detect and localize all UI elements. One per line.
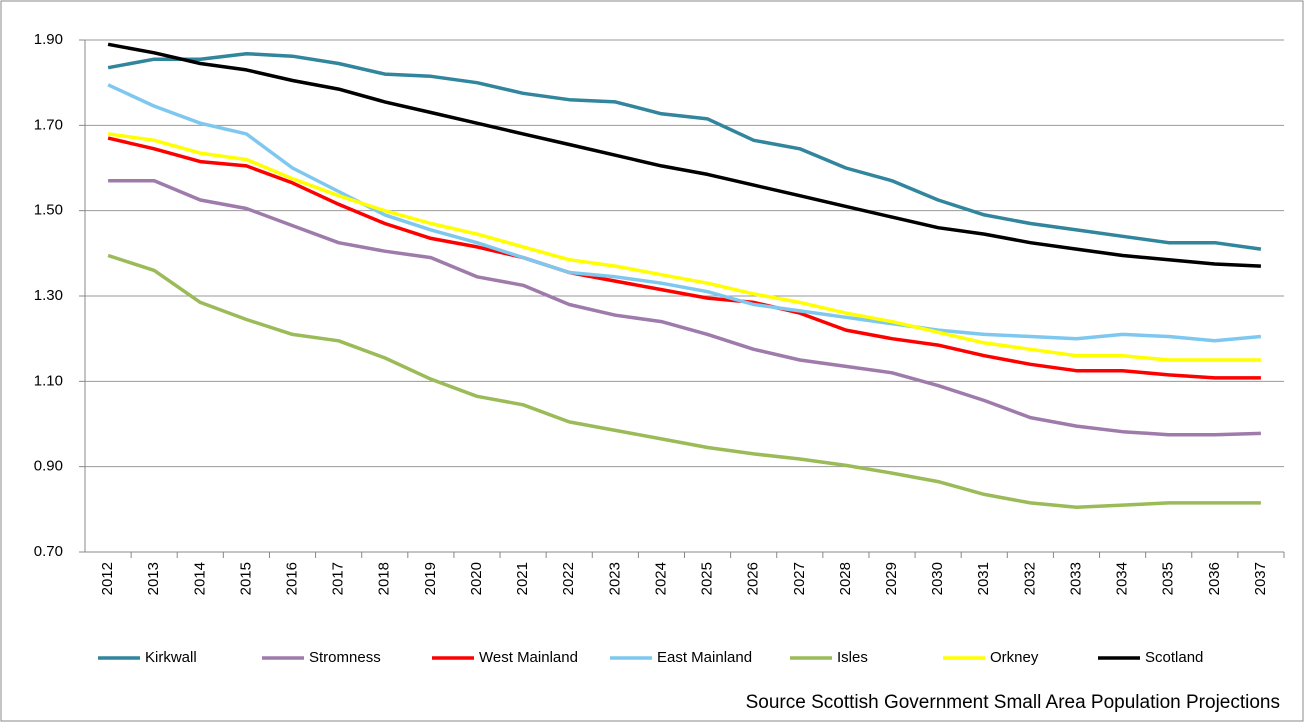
- x-tick-label: 2023: [606, 562, 623, 595]
- x-tick-label: 2020: [468, 562, 485, 595]
- x-tick-label: 2018: [376, 562, 393, 595]
- x-tick-label: 2019: [422, 562, 439, 595]
- x-tick-label: 2032: [1021, 562, 1038, 595]
- x-tick-label: 2028: [837, 562, 854, 595]
- x-tick-label: 2033: [1067, 562, 1084, 595]
- y-tick-label: 0.70: [34, 543, 63, 560]
- legend-label: West Mainland: [479, 649, 578, 666]
- x-tick-label: 2027: [791, 562, 808, 595]
- x-tick-label: 2035: [1160, 562, 1177, 595]
- series-line: [107, 132, 1261, 362]
- legend-label: Orkney: [990, 649, 1039, 666]
- x-tick-label: 2016: [283, 562, 300, 595]
- y-tick-label: 1.70: [34, 116, 63, 133]
- x-tick-label: 2025: [699, 562, 716, 595]
- series-line: [107, 136, 1261, 380]
- x-tick-label: 2030: [929, 562, 946, 595]
- x-tick-label: 2031: [975, 562, 992, 595]
- x-tick-label: 2024: [652, 562, 669, 595]
- series-line: [108, 179, 1261, 437]
- series-line: [107, 42, 1261, 268]
- series-line: [107, 83, 1262, 343]
- legend-label: East Mainland: [657, 649, 752, 666]
- series-line: [107, 253, 1261, 509]
- x-tick-label: 2036: [1206, 562, 1223, 595]
- x-tick-label: 2013: [145, 562, 162, 595]
- legend-label: Isles: [837, 649, 868, 666]
- x-tick-label: 2034: [1114, 562, 1131, 595]
- legend-label: Scotland: [1145, 649, 1203, 666]
- x-tick-label: 2021: [514, 562, 531, 595]
- y-tick-label: 1.50: [34, 202, 63, 219]
- x-tick-label: 2015: [237, 562, 254, 595]
- x-tick-label: 2012: [99, 562, 116, 595]
- y-tick-label: 1.30: [34, 287, 63, 304]
- y-tick-label: 1.10: [34, 372, 63, 389]
- x-tick-label: 2037: [1252, 562, 1269, 595]
- y-tick-label: 1.90: [34, 31, 63, 48]
- x-tick-label: 2026: [745, 562, 762, 595]
- y-tick-label: 0.90: [34, 458, 63, 475]
- series-line: [107, 51, 1262, 251]
- source-note: Source Scottish Government Small Area Po…: [746, 692, 1280, 713]
- x-tick-label: 2029: [883, 562, 900, 595]
- x-tick-label: 2014: [191, 562, 208, 595]
- x-tick-label: 2017: [330, 562, 347, 595]
- legend-label: Stromness: [309, 649, 381, 666]
- x-tick-label: 2022: [560, 562, 577, 595]
- legend-label: Kirkwall: [145, 649, 197, 666]
